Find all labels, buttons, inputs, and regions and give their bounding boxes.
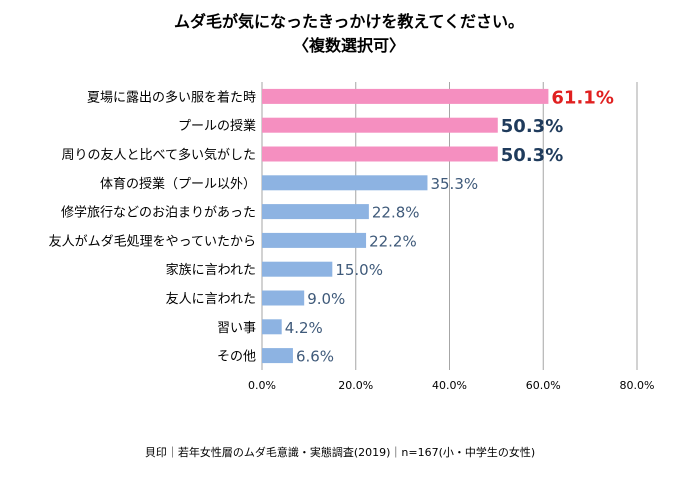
value-label: 61.1% [551, 87, 613, 108]
chart-title: ムダ毛が気になったきっかけを教えてください。 [174, 12, 524, 31]
bar [262, 261, 333, 277]
value-label: 22.8% [372, 204, 420, 222]
x-tick-label: 40.0% [432, 379, 467, 392]
value-label: 22.2% [369, 232, 417, 250]
bars [262, 88, 549, 364]
value-label: 4.2% [285, 319, 323, 337]
chart-subtitle: 〈複数選択可〉 [293, 36, 405, 55]
bar [262, 232, 367, 248]
value-label: 15.0% [335, 261, 383, 279]
x-tick-label: 60.0% [526, 379, 561, 392]
value-label: 50.3% [501, 116, 563, 137]
bar [262, 204, 369, 220]
category-label: 周りの友人と比べて多い気がした [62, 147, 256, 163]
category-label: 友人がムダ毛処理をやっていたから [49, 233, 256, 249]
x-axis-tick-labels: 0.0% 20.0% 40.0% 60.0% 80.0% [248, 379, 654, 392]
bar [262, 88, 549, 104]
value-label: 35.3% [430, 175, 478, 193]
bar [262, 348, 293, 364]
category-label: 友人に言われた [166, 291, 256, 307]
value-label: 9.0% [307, 290, 345, 308]
value-label: 50.3% [501, 145, 563, 166]
x-tick-label: 80.0% [620, 379, 655, 392]
bar [262, 290, 305, 306]
x-tick-label: 0.0% [248, 379, 276, 392]
value-label: 6.6% [296, 348, 334, 366]
bar [262, 117, 498, 133]
category-label: 習い事 [217, 321, 256, 336]
category-label: 家族に言われた [166, 262, 256, 278]
category-label: プールの授業 [178, 118, 256, 134]
source-note: 貝印｜若年女性層のムダ毛意識・実態調査(2019)｜n=167(小・中学生の女性… [145, 445, 535, 459]
bar [262, 319, 282, 335]
bar [262, 175, 428, 191]
category-label: 体育の授業（プール以外） [100, 176, 256, 192]
x-tick-label: 20.0% [338, 379, 373, 392]
category-label: 修学旅行などのお泊まりがあった [61, 205, 256, 221]
category-labels: 夏場に露出の多い服を着た時プールの授業周りの友人と比べて多い気がした体育の授業（… [49, 89, 256, 364]
bar [262, 146, 498, 162]
value-labels: 61.1% 50.3% 50.3% 35.3% 22.8% 22.2% 15.0% 9.0% 4… [285, 87, 614, 365]
category-label: 夏場に露出の多い服を着た時 [87, 89, 256, 105]
category-label: その他 [217, 350, 256, 365]
